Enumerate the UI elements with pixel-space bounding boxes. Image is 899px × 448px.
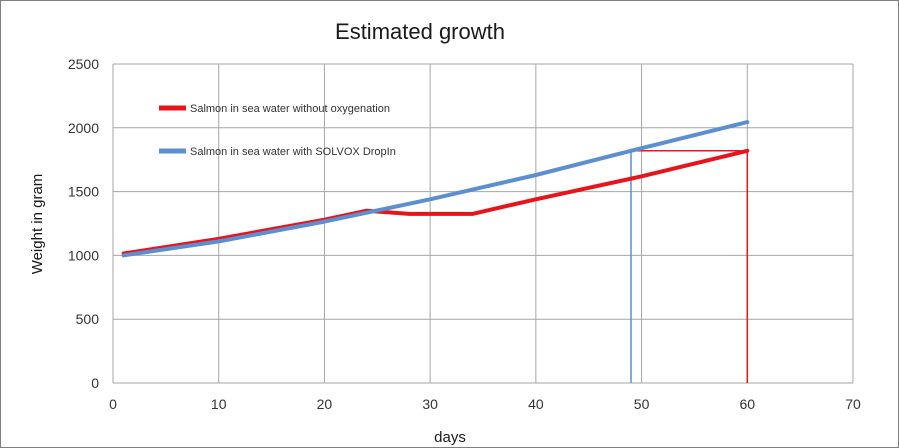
x-tick-label-5: 50 [634,396,650,412]
y-axis-label: Weight in gram [29,174,46,275]
y-tick-labels: 0 500 1000 1500 2000 2500 [68,56,99,391]
chart-title: Estimated growth [335,19,505,44]
x-tick-label-2: 20 [317,396,333,412]
y-tick-label-0: 0 [91,375,99,391]
x-tick-labels: 0 10 20 30 40 50 60 70 [109,396,861,412]
x-axis-label: days [434,429,466,446]
legend-label-series-1: Salmon in sea water without oxygenation [190,103,390,115]
series-line-2 [121,120,750,258]
x-tick-label-3: 30 [422,396,438,412]
legend: Salmon in sea water without oxygenation … [159,103,396,158]
x-tick-label-0: 0 [109,396,117,412]
x-tick-label-1: 10 [211,396,227,412]
y-tick-label-4: 2000 [68,120,99,136]
x-tick-label-7: 70 [845,396,861,412]
series-line-1 [121,148,750,256]
x-tick-label-6: 60 [739,396,755,412]
series-lines [121,120,750,258]
y-tick-label-2: 1000 [68,247,99,263]
y-tick-label-1: 500 [76,311,100,327]
y-tick-label-3: 1500 [68,184,99,200]
x-tick-label-4: 40 [528,396,544,412]
annotations [630,150,749,383]
y-tick-label-5: 2500 [68,56,99,72]
legend-label-series-2: Salmon in sea water with SOLVOX DropIn [190,146,396,158]
